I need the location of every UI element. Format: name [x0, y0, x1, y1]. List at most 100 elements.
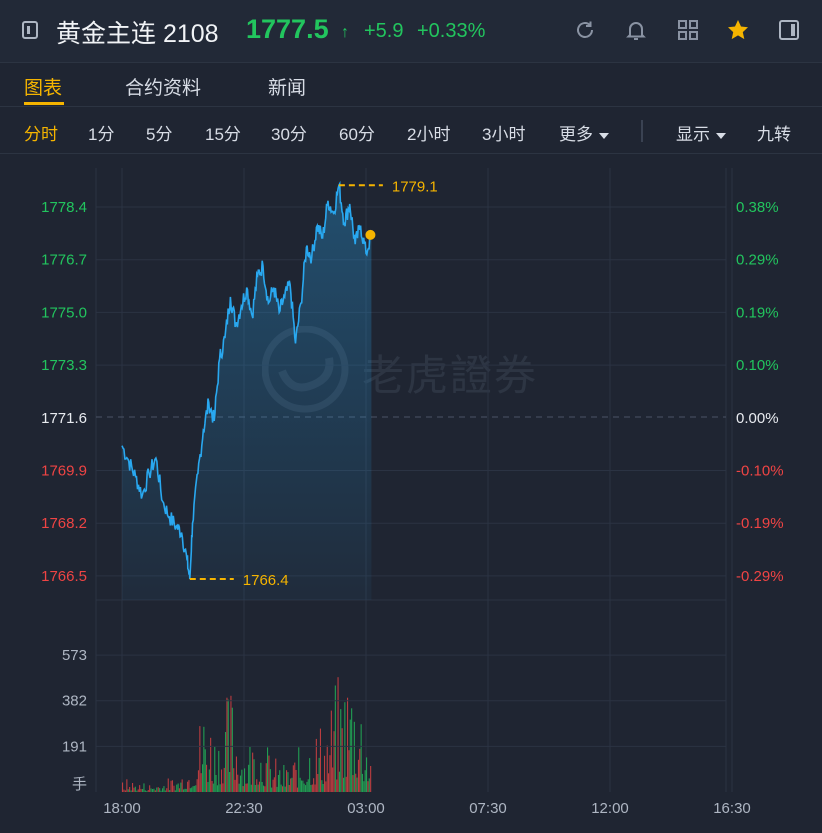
- volume-bar: [241, 769, 243, 792]
- volume-bar: [122, 782, 124, 792]
- volume-bar: [258, 781, 260, 792]
- volume-bar: [345, 776, 347, 792]
- volume-bar: [330, 710, 332, 792]
- volume-bar: [231, 707, 233, 792]
- nine-turn-button[interactable]: 九转: [757, 125, 791, 144]
- y-tick-label: 1778.4: [41, 199, 87, 216]
- volume-bar: [166, 788, 168, 792]
- bell-icon[interactable]: [624, 18, 648, 42]
- volume-bar: [338, 771, 340, 792]
- volume-bar: [294, 762, 296, 792]
- volume-bar: [129, 787, 131, 792]
- volume-bar: [192, 786, 194, 792]
- grid-icon[interactable]: [676, 18, 700, 42]
- interval-3h[interactable]: 3小时: [482, 125, 526, 144]
- volume-bars: [122, 677, 372, 792]
- volume-bar: [296, 787, 298, 792]
- y-pct-tick-label: 0.19%: [736, 304, 779, 321]
- volume-bar: [167, 778, 169, 792]
- volume-bar: [142, 789, 144, 792]
- tab-bar: [0, 62, 822, 107]
- chart-vertical-grid: [95, 168, 733, 792]
- volume-bar: [263, 785, 265, 792]
- volume-bar: [206, 764, 208, 792]
- y-tick-label: 1766.5: [41, 568, 87, 585]
- volume-tick-label: 191: [62, 738, 87, 755]
- y-tick-label: 1771.6: [41, 410, 87, 427]
- y-axis-right: 0.38% 0.29% 0.19% 0.10% 0.00% -0.10% -0.19% -0.…: [736, 199, 784, 585]
- interval-30m[interactable]: 30分: [271, 125, 307, 144]
- volume-bar: [351, 708, 353, 792]
- volume-bar: [126, 779, 128, 792]
- volume-bar: [325, 781, 327, 792]
- volume-axis: 573 382 191 手: [62, 647, 726, 793]
- interval-1m[interactable]: 1分: [88, 125, 115, 144]
- volume-bar: [348, 750, 350, 792]
- y-tick-label: 1773.3: [41, 357, 87, 374]
- volume-bar: [315, 738, 317, 792]
- display-dropdown[interactable]: 显示: [676, 120, 726, 145]
- interval-5m[interactable]: 5分: [146, 125, 173, 144]
- volume-bar: [370, 766, 372, 792]
- volume-bar: [214, 746, 216, 792]
- active-tab-underline: [24, 102, 64, 105]
- volume-bar: [356, 777, 358, 792]
- interval-60m[interactable]: 60分: [339, 125, 375, 144]
- volume-bar: [130, 790, 132, 792]
- volume-bar: [273, 777, 275, 792]
- volume-bar: [180, 782, 182, 792]
- volume-bar: [242, 786, 244, 792]
- interval-intraday[interactable]: 分时: [24, 125, 58, 144]
- tab-news[interactable]: 新闻: [268, 78, 307, 99]
- volume-bar: [144, 790, 146, 792]
- volume-bar: [343, 777, 345, 792]
- volume-bar: [202, 764, 204, 792]
- volume-bar: [132, 783, 134, 792]
- interval-more-dropdown[interactable]: 更多: [559, 120, 609, 145]
- volume-bar: [347, 697, 349, 792]
- star-icon[interactable]: [726, 18, 750, 42]
- volume-bar: [317, 774, 319, 792]
- interval-2h[interactable]: 2小时: [407, 125, 451, 144]
- volume-bar: [177, 783, 179, 792]
- volume-bar: [249, 747, 251, 792]
- volume-bar: [265, 763, 267, 792]
- x-tick-label: 12:00: [591, 800, 629, 817]
- volume-bar: [123, 789, 125, 792]
- volume-bar: [367, 781, 369, 792]
- volume-bar: [164, 790, 166, 792]
- interval-15m[interactable]: 15分: [205, 125, 241, 144]
- volume-bar: [283, 765, 285, 792]
- volume-bar: [140, 788, 142, 792]
- price-up-arrow-icon: ↑: [341, 24, 349, 41]
- volume-bar: [133, 787, 135, 792]
- display-label: 显示: [676, 125, 710, 144]
- x-tick-label: 07:30: [469, 800, 507, 817]
- panel-icon[interactable]: [777, 18, 801, 42]
- refresh-icon[interactable]: [573, 18, 597, 42]
- interval-more-label: 更多: [559, 125, 593, 144]
- volume-bar: [310, 785, 312, 792]
- volume-bar: [352, 775, 354, 792]
- volume-bar: [299, 777, 301, 792]
- tab-chart[interactable]: 图表: [24, 78, 63, 99]
- volume-bar: [252, 752, 254, 792]
- volume-bar: [139, 785, 141, 792]
- volume-bar: [256, 779, 258, 792]
- chart-grid: [96, 206, 726, 577]
- tab-contract-info[interactable]: 合约资料: [125, 78, 202, 99]
- volume-bar: [183, 789, 185, 792]
- volume-bar: [268, 755, 270, 792]
- intraday-chart[interactable]: 1778.4 1776.7 1775.0 1773.3 1771.6 1769.9 1768…: [0, 154, 822, 833]
- volume-bar: [264, 786, 266, 792]
- sidebar-toggle-icon[interactable]: [22, 21, 38, 39]
- volume-bar: [127, 789, 129, 792]
- volume-bar: [207, 782, 209, 792]
- volume-bar: [150, 788, 152, 792]
- volume-bar: [257, 784, 259, 792]
- volume-bar: [159, 788, 161, 792]
- volume-bar: [280, 784, 282, 792]
- volume-bar: [275, 758, 277, 792]
- volume-bar: [210, 737, 212, 792]
- low-label: 1766.4: [243, 572, 289, 589]
